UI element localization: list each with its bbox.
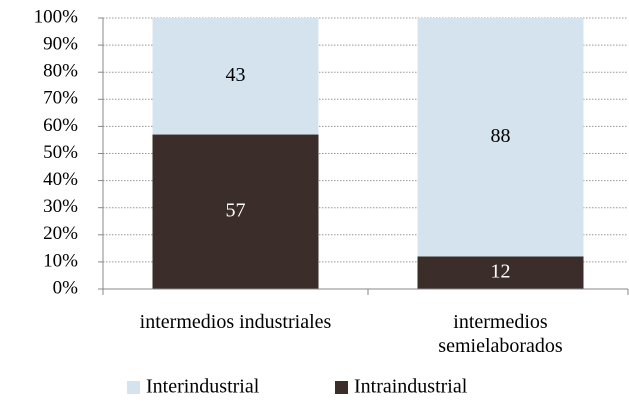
- y-tick-label: 10%: [43, 250, 78, 271]
- bar-segment: [417, 18, 584, 257]
- legend-label: Intraindustrial: [354, 376, 468, 398]
- x-tick-label: intermedios industriales: [139, 311, 332, 333]
- y-tick-label: 50%: [43, 142, 78, 163]
- y-tick-label: 70%: [43, 88, 78, 109]
- x-tick-label: intermedios semielaborados: [438, 311, 563, 357]
- legend-label: Interindustrial: [146, 376, 260, 398]
- value-label: 43: [226, 64, 246, 86]
- y-tick-label: 30%: [43, 196, 78, 217]
- y-tick-label: 0%: [53, 277, 79, 298]
- y-tick-label: 100%: [34, 6, 79, 27]
- y-tick-label: 90%: [43, 33, 78, 54]
- y-tick-label: 60%: [43, 115, 78, 136]
- value-label: 57: [226, 199, 246, 221]
- y-tick-label: 20%: [43, 223, 78, 244]
- y-tick-label: 40%: [43, 169, 78, 190]
- legend-swatch: [335, 381, 348, 394]
- bar-segment: [152, 134, 319, 289]
- bar-segment: [417, 256, 584, 289]
- bar-segment: [152, 18, 319, 135]
- legend-swatch: [127, 381, 140, 394]
- y-tick-label: 80%: [43, 61, 78, 82]
- value-label: 88: [491, 125, 511, 147]
- value-label: 12: [491, 260, 511, 282]
